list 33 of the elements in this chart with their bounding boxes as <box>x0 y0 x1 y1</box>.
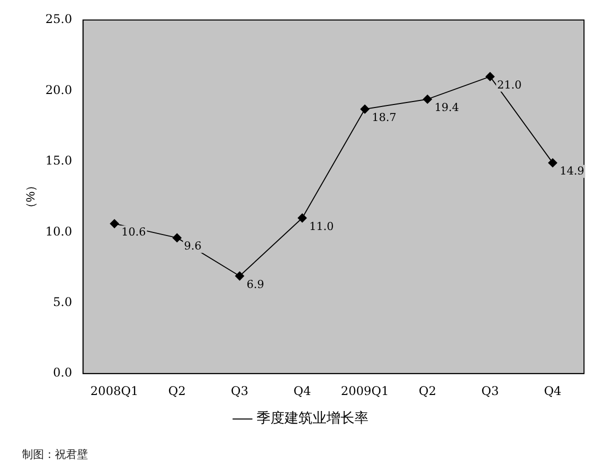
x-tick-label: Q2 <box>168 384 186 398</box>
x-tick-label: Q2 <box>418 384 436 398</box>
point <box>172 233 182 242</box>
text: 制图：祝君壁 <box>22 447 88 462</box>
data-label: 10.6 <box>121 226 146 239</box>
y-tick-label: 0.0 <box>53 366 72 380</box>
y-tick-label: 5.0 <box>53 295 72 310</box>
x-tick-label: Q4 <box>294 384 312 398</box>
point <box>298 214 307 223</box>
point <box>110 219 119 228</box>
y-tick-label: 20.0 <box>45 82 72 97</box>
data-label: 18.7 <box>372 110 396 124</box>
x-tick-label: Q4 <box>544 384 562 398</box>
data-label: 6.9 <box>246 278 264 291</box>
y-axis-title: （%） <box>24 179 38 214</box>
data-label: 9.6 <box>184 240 202 253</box>
x-tick-label: 2009Q1 <box>340 384 389 398</box>
x-tick-label: 2008Q1 <box>90 384 138 398</box>
y-tick-label: 25.0 <box>45 12 72 26</box>
x-tick-label: Q3 <box>481 384 499 398</box>
y-tick-label: 10.0 <box>45 224 72 238</box>
data-label: 14.9 <box>560 164 584 178</box>
point <box>235 272 244 281</box>
data-label: 11.0 <box>309 220 334 233</box>
y-tick-label: 15.0 <box>45 154 72 168</box>
point <box>486 72 495 82</box>
data-label: 19.4 <box>434 101 459 114</box>
point <box>422 94 432 104</box>
point <box>360 104 370 114</box>
legend-label: 季度建筑业增长率 <box>256 410 368 427</box>
point <box>548 158 558 168</box>
x-tick-label: Q3 <box>230 384 248 398</box>
data-label: 21.0 <box>497 78 522 92</box>
